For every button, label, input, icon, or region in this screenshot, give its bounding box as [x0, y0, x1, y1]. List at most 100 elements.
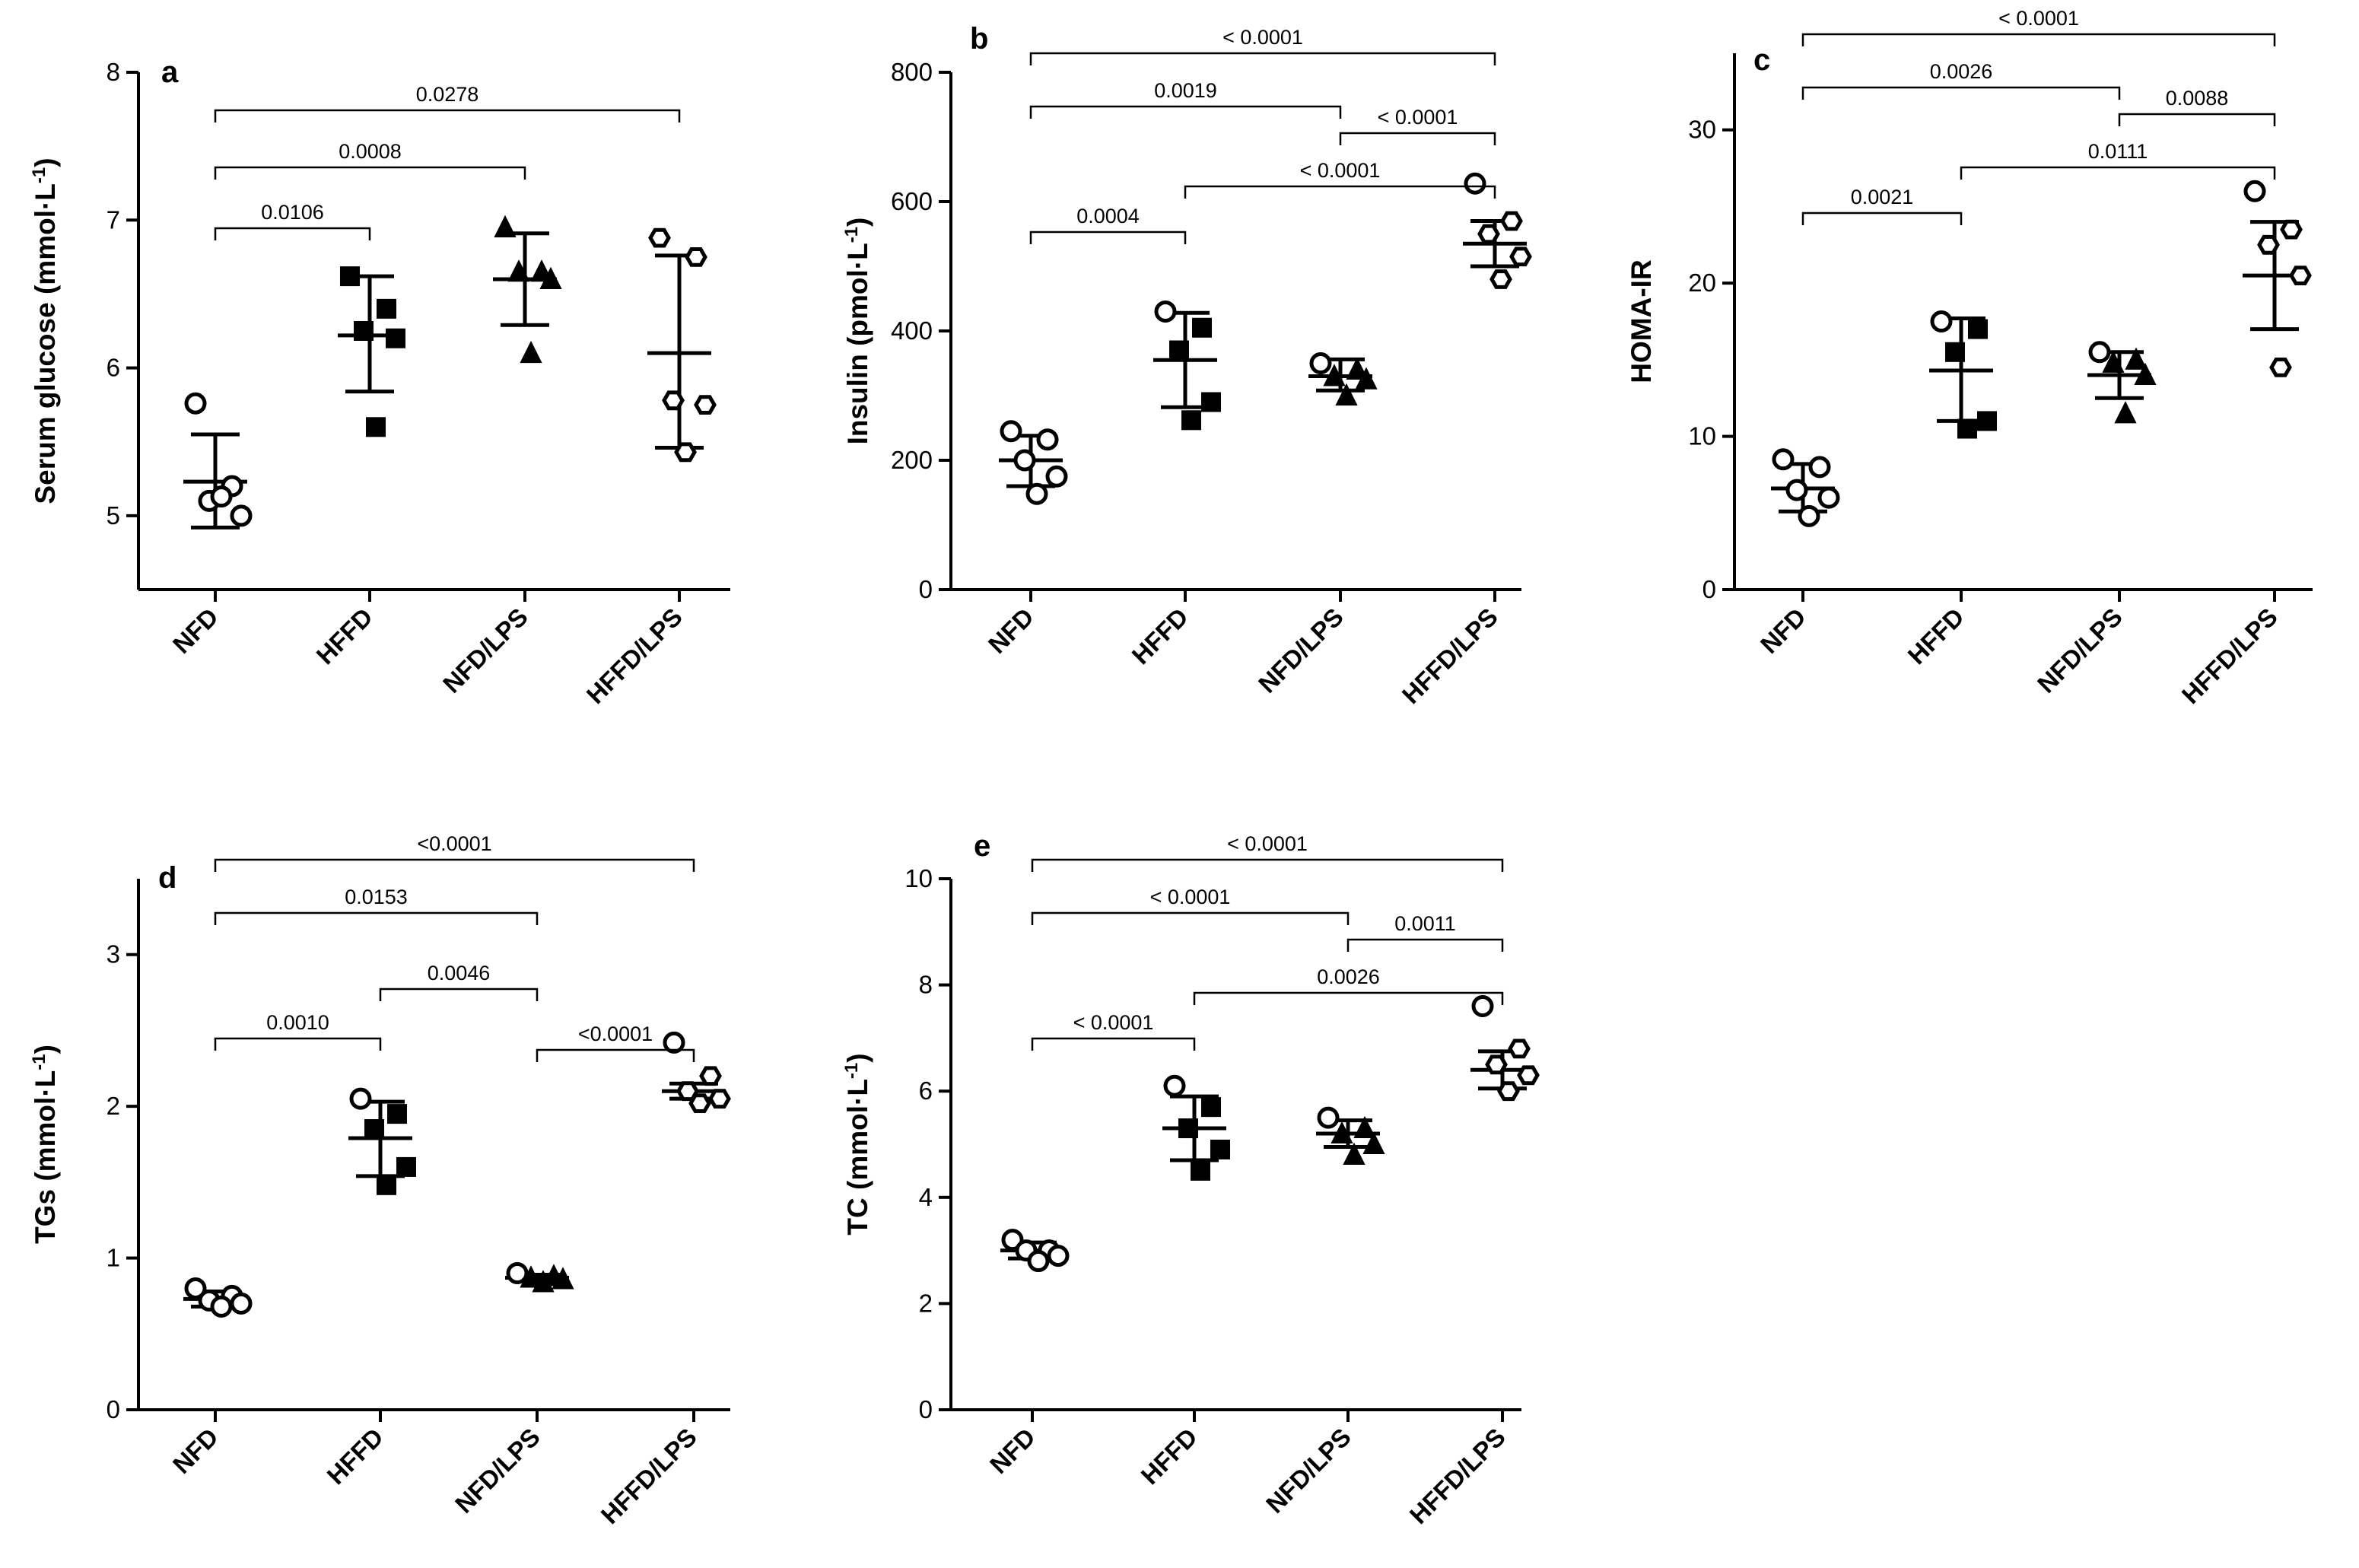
- y-axis-label-sup: -1: [29, 1054, 49, 1070]
- data-point: [1047, 1245, 1070, 1267]
- data-point: [1353, 1115, 1376, 1139]
- bracket-line: [1801, 86, 2121, 100]
- x-tick-label: NFD: [167, 603, 224, 659]
- series-hffd-lps: [662, 1031, 731, 1113]
- y-tick-label: 3: [107, 940, 120, 968]
- data-point: [1000, 420, 1022, 443]
- p-value-label: 0.0026: [1930, 60, 1993, 83]
- series-hffd-lps: [1463, 172, 1532, 289]
- p-value-label: 0.0008: [339, 140, 402, 163]
- x-tick-label: HFFD: [1903, 603, 1970, 670]
- bracket-line: [1031, 858, 1504, 872]
- x-tick-label: HFFD: [1136, 1423, 1203, 1490]
- p-value-label: 0.0026: [1317, 965, 1380, 988]
- data-point: [1497, 1081, 1520, 1102]
- series-hffd: [348, 1087, 416, 1195]
- data-point: [688, 1093, 711, 1113]
- significance-bracket: < 0.0001: [1031, 886, 1350, 925]
- bracket-line: [1184, 185, 1496, 199]
- data-point: [364, 1119, 384, 1140]
- significance-bracket: < 0.0001: [1801, 7, 2276, 46]
- y-tick-label: 6: [919, 1077, 933, 1105]
- p-value-label: 0.0011: [1394, 912, 1456, 935]
- y-tick-label: 0: [107, 1395, 120, 1423]
- p-value-label: < 0.0001: [1222, 26, 1303, 49]
- bracket-line: [214, 858, 695, 872]
- y-tick-label: 2: [107, 1092, 120, 1120]
- data-point: [1178, 1118, 1198, 1139]
- y-axis-label: Insulin (pmol·L-1): [841, 218, 874, 445]
- series-nfd-lps: [1316, 1106, 1385, 1165]
- y-tick-label: 2: [919, 1289, 933, 1317]
- p-value-label: 0.0010: [266, 1011, 329, 1034]
- significance-bracket: < 0.0001: [1184, 159, 1496, 199]
- significance-bracket: 0.0111: [1960, 140, 2276, 180]
- data-point: [694, 395, 717, 415]
- data-point: [1317, 1106, 1340, 1129]
- y-tick-label: 4: [919, 1183, 933, 1211]
- data-point: [1785, 479, 1808, 501]
- bracket-line: [536, 1048, 695, 1062]
- x-tick-label: HFFD/LPS: [2176, 603, 2283, 709]
- significance-bracket: 0.0088: [2118, 87, 2276, 126]
- bracket-line: [214, 227, 371, 240]
- y-tick-label: 20: [1688, 269, 1716, 297]
- y-axis-label: TGs (mmol·L-1): [29, 1045, 62, 1244]
- data-point: [708, 1089, 731, 1109]
- data-point: [1201, 392, 1221, 412]
- y-tick-label: 600: [891, 187, 933, 215]
- bracket-line: [214, 911, 539, 925]
- significance-bracket: < 0.0001: [1031, 1011, 1196, 1051]
- x-tick-label: NFD/LPS: [1253, 603, 1349, 698]
- data-point: [1027, 1250, 1050, 1273]
- panel-e: 0 2 4 6 8 10 e TC (mmol·L-1) NFD HFFD NFD/LPS HFFD/…: [841, 829, 1540, 1529]
- bracket-line: [214, 166, 526, 180]
- data-point: [1500, 211, 1523, 231]
- y-axis-label-main: Insulin (pmol·L: [842, 243, 873, 444]
- p-value-label: < 0.0001: [1227, 832, 1308, 855]
- p-value-label: 0.0106: [261, 201, 324, 224]
- y-axis-label: Serum glucose (mmol·L-1): [29, 157, 62, 504]
- p-value-label: <0.0001: [417, 832, 491, 855]
- p-value-label: < 0.0001: [1378, 106, 1458, 129]
- y-tick-label: 1: [107, 1244, 120, 1272]
- panel-title: e: [974, 829, 990, 863]
- p-value-label: < 0.0001: [1150, 886, 1231, 908]
- x-tick-label: NFD/LPS: [2032, 603, 2128, 698]
- p-value-label: <0.0001: [578, 1023, 653, 1045]
- x-tick-label: NFD/LPS: [437, 603, 533, 698]
- p-value-label: 0.0021: [1851, 186, 1914, 208]
- data-point: [1798, 504, 1820, 527]
- data-point: [1181, 410, 1201, 431]
- bracket-line: [214, 109, 681, 122]
- series-nfd-lps: [505, 1262, 574, 1293]
- data-point: [2289, 266, 2312, 285]
- p-value-label: 0.0111: [2088, 140, 2148, 163]
- x-tick-label: HFFD/LPS: [1404, 1423, 1511, 1529]
- y-axis-label-main: TGs (mmol·L: [30, 1070, 61, 1244]
- data-point: [386, 328, 405, 348]
- y-tick-label: 10: [904, 864, 933, 892]
- y-axis-label: TC (mmol·L-1): [841, 1053, 874, 1235]
- series-nfd-lps: [2087, 341, 2157, 424]
- data-point: [532, 1270, 555, 1293]
- y-axis-label-sup: -1: [29, 167, 49, 183]
- data-point: [699, 1066, 722, 1086]
- data-point: [2088, 341, 2111, 364]
- data-point: [685, 247, 707, 267]
- series-hffd: [338, 266, 405, 437]
- y-axis-label-sup: -1: [841, 1063, 862, 1079]
- data-point: [2114, 401, 2137, 424]
- panel-b: 0 200 400 600 800 b Insulin (pmol·L-1) NFD HFFD N…: [841, 22, 1532, 709]
- p-value-label: 0.0046: [428, 962, 491, 984]
- data-point: [1201, 1097, 1221, 1118]
- data-point: [1477, 224, 1500, 244]
- data-point: [210, 485, 233, 508]
- significance-bracket: 0.0011: [1346, 912, 1504, 952]
- data-point: [506, 1262, 529, 1285]
- series-hffd-lps: [647, 227, 717, 463]
- bracket-line: [1346, 938, 1504, 952]
- bracket-line: [1029, 231, 1187, 244]
- p-value-label: < 0.0001: [1073, 1011, 1154, 1034]
